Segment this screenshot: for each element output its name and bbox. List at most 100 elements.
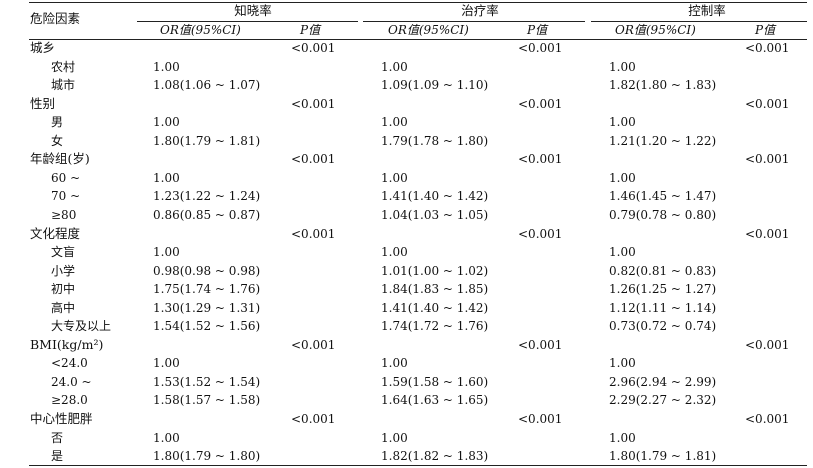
group-label: 文化程度 <box>30 225 81 241</box>
or-value-cell: 1.01(1.00 ~ 1.02) <box>381 263 489 278</box>
or-value-cell: 1.80(1.79 ~ 1.81) <box>609 449 717 464</box>
or-value-cell: 1.41(1.40 ~ 1.42) <box>381 300 489 315</box>
header-or-awareness: OR值(95%CI) <box>160 23 241 37</box>
p-value-cell: <0.001 <box>745 337 790 352</box>
or-value-cell: 1.82(1.82 ~ 1.83) <box>381 449 489 464</box>
or-value-cell: 1.00 <box>609 59 636 74</box>
row-label: 小学 <box>51 263 76 278</box>
row-label: <24.0 <box>51 356 88 371</box>
header-subrule-treatment <box>363 21 585 22</box>
or-value-cell: 1.00 <box>153 170 180 185</box>
row-label: ≥28.0 <box>51 393 88 408</box>
or-value-cell: 0.98(0.98 ~ 0.98) <box>153 263 261 278</box>
or-value-cell: 1.00 <box>153 245 180 260</box>
or-value-cell: 1.79(1.78 ~ 1.80) <box>381 133 489 148</box>
or-value-cell: 1.00 <box>153 356 180 371</box>
p-value-cell: <0.001 <box>518 152 563 167</box>
row-label: 24.0 ~ <box>51 374 92 389</box>
or-value-cell: 0.86(0.85 ~ 0.87) <box>153 207 261 222</box>
or-value-cell: 1.21(1.20 ~ 1.22) <box>609 133 717 148</box>
p-value-cell: <0.001 <box>745 152 790 167</box>
group-label: 性别 <box>30 95 56 111</box>
or-value-cell: 1.75(1.74 ~ 1.76) <box>153 282 261 297</box>
or-value-cell: 1.80(1.79 ~ 1.80) <box>153 449 261 464</box>
header-p-treatment: P值 <box>527 23 548 37</box>
or-value-cell: 1.09(1.09 ~ 1.10) <box>381 78 489 93</box>
or-value-cell: 1.00 <box>609 245 636 260</box>
or-value-cell: 1.30(1.29 ~ 1.31) <box>153 300 261 315</box>
header-factor: 危险因素 <box>30 11 81 26</box>
p-value-cell: <0.001 <box>745 41 790 55</box>
or-value-cell: 1.00 <box>153 59 180 74</box>
group-label: 城乡 <box>30 40 56 55</box>
or-value-cell: 1.00 <box>381 245 408 260</box>
or-value-cell: 1.12(1.11 ~ 1.14) <box>609 300 717 315</box>
p-value-cell: <0.001 <box>291 226 336 241</box>
or-value-cell: 0.79(0.78 ~ 0.80) <box>609 207 717 222</box>
row-label: 文盲 <box>51 245 76 260</box>
group-label: 年龄组(岁) <box>30 151 90 167</box>
p-value-cell: <0.001 <box>518 226 563 241</box>
p-value-cell: <0.001 <box>745 226 790 241</box>
or-value-cell: 1.00 <box>153 430 180 445</box>
or-value-cell: 1.23(1.22 ~ 1.24) <box>153 189 261 204</box>
or-value-cell: 1.46(1.45 ~ 1.47) <box>609 189 717 204</box>
header-p-awareness: P值 <box>300 23 321 37</box>
header-or-control: OR值(95%CI) <box>615 23 696 37</box>
row-label: 初中 <box>51 282 76 297</box>
or-value-cell: 1.00 <box>381 115 408 130</box>
or-value-cell: 1.00 <box>153 115 180 130</box>
header-subrule-control <box>591 21 807 22</box>
bottom-rule <box>29 465 807 466</box>
or-value-cell: 1.08(1.06 ~ 1.07) <box>153 78 261 93</box>
row-label: 高中 <box>51 300 76 315</box>
or-value-cell: 2.96(2.94 ~ 2.99) <box>609 374 717 389</box>
p-value-cell: <0.001 <box>518 96 563 111</box>
p-value-cell: <0.001 <box>291 96 336 111</box>
row-label: 大专及以上 <box>51 319 112 334</box>
header-group-treatment: 治疗率 <box>461 3 499 18</box>
or-value-cell: 1.00 <box>381 430 408 445</box>
p-value-cell: <0.001 <box>291 337 336 352</box>
or-value-cell: 1.00 <box>609 115 636 130</box>
p-value-cell: <0.001 <box>291 152 336 167</box>
row-label: 男 <box>51 115 64 130</box>
row-label: 是 <box>51 449 64 464</box>
or-value-cell: 1.53(1.52 ~ 1.54) <box>153 374 261 389</box>
header-subrule-awareness <box>137 21 358 22</box>
p-value-cell: <0.001 <box>291 412 336 426</box>
row-label: 70 ~ <box>51 189 81 204</box>
or-value-cell: 2.29(2.27 ~ 2.32) <box>609 393 717 408</box>
or-value-cell: 1.00 <box>609 170 636 185</box>
p-value-cell: <0.001 <box>745 412 790 426</box>
or-value-cell: 1.00 <box>609 356 636 371</box>
or-value-cell: 0.82(0.81 ~ 0.83) <box>609 263 717 278</box>
or-value-cell: 1.74(1.72 ~ 1.76) <box>381 319 489 334</box>
or-value-cell: 1.80(1.79 ~ 1.81) <box>153 133 261 148</box>
p-value-cell: <0.001 <box>745 96 790 111</box>
group-label: BMI(kg/m²) <box>30 336 104 352</box>
row-label: 农村 <box>51 59 76 74</box>
header-p-control: P值 <box>755 23 776 37</box>
or-value-cell: 1.58(1.57 ~ 1.58) <box>153 393 261 408</box>
p-value-cell: <0.001 <box>291 41 336 55</box>
or-value-cell: 1.00 <box>381 356 408 371</box>
header-group-control: 控制率 <box>688 3 726 18</box>
or-value-cell: 1.41(1.40 ~ 1.42) <box>381 189 489 204</box>
or-value-cell: 1.00 <box>381 170 408 185</box>
or-value-cell: 1.84(1.83 ~ 1.85) <box>381 282 489 297</box>
or-value-cell: 1.54(1.52 ~ 1.56) <box>153 319 261 334</box>
group-label: 中心性肥胖 <box>30 411 93 426</box>
header-or-treatment: OR值(95%CI) <box>388 23 469 37</box>
row-label: 女 <box>51 133 64 148</box>
p-value-cell: <0.001 <box>518 412 563 426</box>
header-bottom-rule <box>29 39 807 40</box>
or-value-cell: 1.82(1.80 ~ 1.83) <box>609 78 717 93</box>
or-value-cell: 1.64(1.63 ~ 1.65) <box>381 393 489 408</box>
or-value-cell: 1.00 <box>381 59 408 74</box>
top-rule <box>29 2 807 3</box>
or-value-cell: 1.04(1.03 ~ 1.05) <box>381 207 489 222</box>
or-value-cell: 1.00 <box>609 430 636 445</box>
p-value-cell: <0.001 <box>518 337 563 352</box>
row-label: 60 ~ <box>51 170 81 185</box>
